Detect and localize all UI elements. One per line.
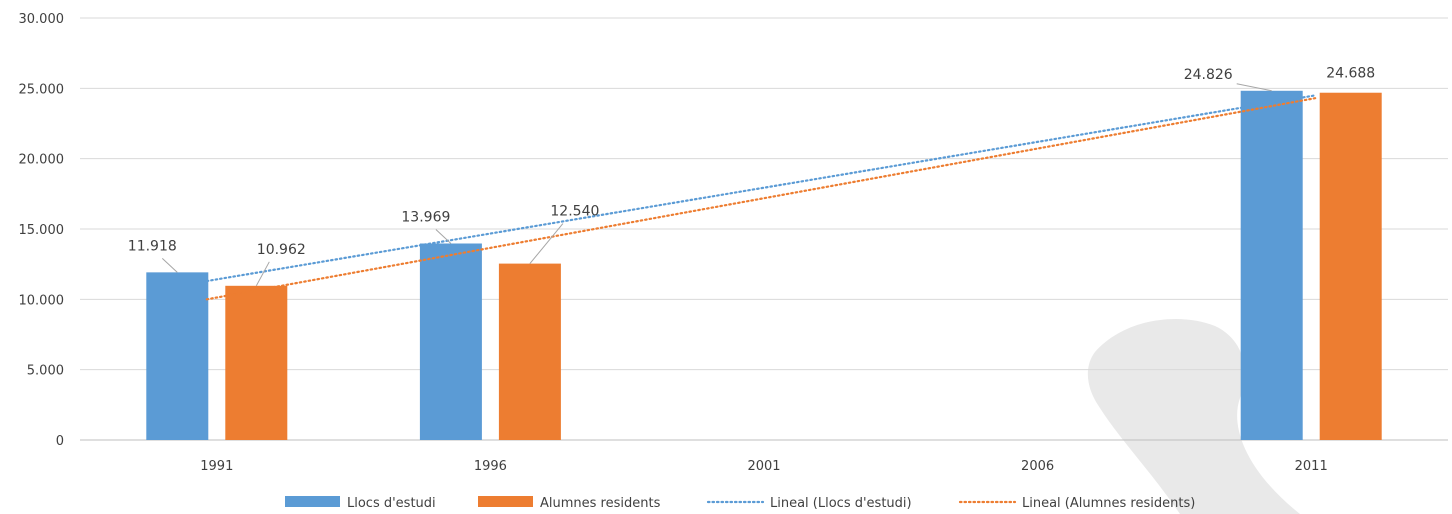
leader-line	[255, 261, 270, 287]
watermark-shape	[1087, 318, 1300, 514]
y-tick-label: 25.000	[19, 82, 65, 97]
y-tick-label: 15.000	[19, 223, 65, 238]
data-label: 10.962	[257, 242, 306, 258]
x-tick-label: 2006	[1021, 459, 1054, 474]
bar-alumnes-2011	[1319, 92, 1382, 440]
leader-line	[529, 223, 564, 264]
trendline-llocs	[205, 94, 1317, 283]
data-label: 11.918	[128, 238, 177, 254]
leader-line	[161, 257, 178, 273]
x-tick-label: 1991	[200, 459, 233, 474]
x-tick-label: 1996	[474, 459, 507, 474]
y-tick-label: 10.000	[19, 293, 65, 308]
legend-label: Llocs d'estudi	[347, 496, 436, 511]
leader-line	[1236, 83, 1272, 92]
legend-swatch	[478, 496, 533, 507]
bar-alumnes-1991	[225, 285, 288, 440]
bar-llocs-1991	[146, 272, 209, 440]
legend-label: Lineal (Llocs d'estudi)	[770, 496, 912, 511]
bar-alumnes-1996	[498, 263, 561, 440]
y-tick-label: 20.000	[19, 153, 65, 168]
bar-llocs-2011	[1240, 90, 1303, 440]
y-tick-label: 0	[56, 434, 64, 449]
data-label: 24.688	[1326, 66, 1375, 82]
y-tick-label: 5.000	[27, 364, 64, 379]
data-label: 12.540	[550, 204, 599, 220]
legend-label: Alumnes residents	[540, 496, 661, 511]
x-tick-label: 2001	[747, 459, 780, 474]
bar-llocs-1996	[419, 243, 482, 440]
trendline-alumnes	[205, 97, 1317, 301]
x-tick-label: 2011	[1295, 459, 1328, 474]
data-label: 13.969	[401, 210, 450, 226]
y-tick-label: 30.000	[19, 12, 65, 27]
legend-label: Lineal (Alumnes residents)	[1022, 496, 1195, 511]
legend-swatch	[285, 496, 340, 507]
leader-line	[435, 229, 452, 244]
data-label: 24.826	[1184, 67, 1233, 83]
